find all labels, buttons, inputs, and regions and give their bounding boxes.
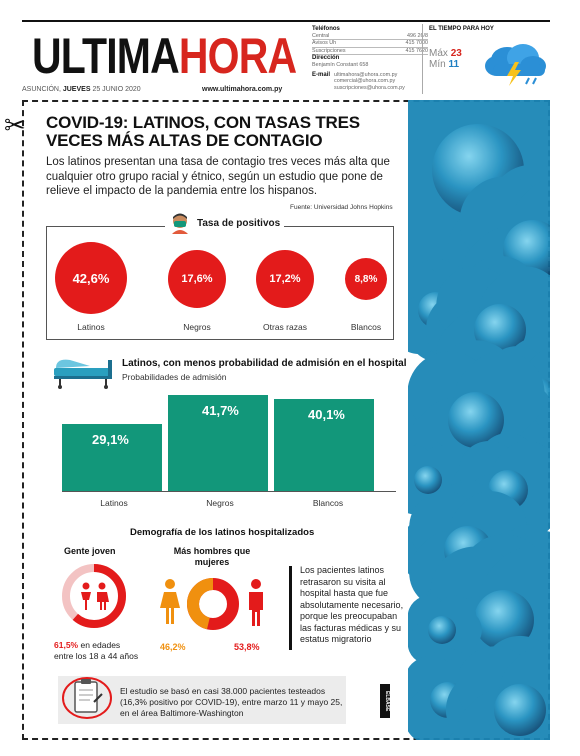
email-block: E-mail ultimahora@uhora.com.py comercial… <box>312 71 405 91</box>
email-link[interactable]: suscripciones@uhora.com.py <box>334 84 405 91</box>
phone-row: Central 496 26/8 <box>312 32 428 41</box>
young-people-ring <box>60 562 128 635</box>
gender-donut <box>158 574 268 645</box>
weather-panel: EL TIEMPO PARA HOY Máx 23 Mín 11 <box>422 24 548 94</box>
young-people-title: Gente joven <box>64 546 116 556</box>
hospital-bar-chart: 29,1% 41,7% 40,1% <box>62 380 396 492</box>
storm-cloud-icon <box>479 40 549 91</box>
min-temp: 11 <box>448 59 460 70</box>
positivity-label: Blancos <box>350 322 382 332</box>
newspaper-logo[interactable]: ULTIMAHORA <box>32 28 297 84</box>
demography-title: Demografía de los latinos hospitalizados <box>130 527 315 538</box>
positivity-circle-latinos: 42,6% <box>55 242 127 314</box>
note-accent-bar <box>289 566 292 650</box>
bar-value: 40,1% <box>308 407 345 422</box>
man-icon <box>249 579 263 626</box>
hospital-bed-icon <box>50 354 118 395</box>
lede-paragraph: Los latinos presentan una tasa de contag… <box>46 156 390 197</box>
weather-title: EL TIEMPO PARA HOY <box>429 26 494 32</box>
men-percent: 53,8% <box>234 642 260 652</box>
gender-title: Más hombres que mujeres <box>173 546 251 567</box>
weather-temps: Máx 23 Mín 11 <box>429 48 462 70</box>
scissors-icon: ✂ <box>4 110 26 140</box>
max-temp: 23 <box>450 48 462 59</box>
positivity-circle-blancos: 8,8% <box>345 258 387 300</box>
hospital-chart-subtitle: Probabilidades de admisión <box>122 372 227 382</box>
bar-blancos: 40,1% <box>274 399 374 491</box>
hospital-chart-title: Latinos, con menos probabilidad de admis… <box>122 358 407 369</box>
phone-row: Avisos Uh 415 7000 <box>312 40 428 48</box>
woman-icon <box>160 579 180 624</box>
email-link[interactable]: ultimahora@uhora.com.py <box>334 71 398 78</box>
young-people-caption: 61,5% en edades entre los 18 a 44 años <box>54 640 139 661</box>
bar-negros: 41,7% <box>168 395 268 491</box>
virus-illustration <box>408 100 550 740</box>
website-link[interactable]: www.ultimahora.com.py <box>202 86 283 93</box>
bar-latinos: 29,1% <box>62 424 162 491</box>
bar-value: 29,1% <box>92 432 129 447</box>
masked-person-icon <box>172 213 188 234</box>
email-link[interactable]: comercial@uhora.com.py <box>334 78 396 85</box>
positivity-label: Latinos <box>77 322 105 332</box>
masthead: ULTIMAHORA ASUNCIÓN, JUEVES 25 JUNIO 202… <box>22 20 550 96</box>
positivity-circle-otras: 17,2% <box>256 250 314 308</box>
study-note-text: El estudio se basó en casi 38.000 pacien… <box>120 686 343 718</box>
address-heading: Dirección <box>312 55 340 62</box>
bar-category-label: Negros <box>206 498 234 508</box>
headline: COVID-19: LATINOS, CON TASAS TRES VECES … <box>46 113 360 150</box>
phones-heading: Teléfonos <box>312 26 340 32</box>
hospital-delay-note: Los pacientes latinos retrasaron su visi… <box>300 565 404 644</box>
positivity-title: Tasa de positivos <box>165 212 285 234</box>
source-credit: Fuente: Universidad Johns Hopkins <box>290 204 393 211</box>
study-note-box <box>58 676 346 724</box>
positivity-label: Negros <box>183 322 211 332</box>
bar-baseline <box>62 491 396 492</box>
phone-row: Suscripciones 415 7620 <box>312 47 428 56</box>
dateline: ASUNCIÓN, JUEVES 25 JUNIO 2020 <box>22 86 141 93</box>
clipboard-icon <box>60 672 114 729</box>
address: Benjamín Constant 658 <box>312 61 369 68</box>
bar-category-label: Blancos <box>312 498 344 508</box>
young-percent: 61,5% <box>54 640 79 650</box>
positivity-circle-negros: 17,6% <box>168 250 226 308</box>
positivity-label: Otras razas <box>263 322 307 332</box>
women-percent: 46,2% <box>160 642 186 652</box>
bar-value: 41,7% <box>202 403 239 418</box>
bar-category-label: Latinos <box>100 498 128 508</box>
contact-info: Teléfonos Central 496 26/8 Avisos Uh 415 7… <box>312 26 428 91</box>
publisher-logo: ELBASE <box>380 684 390 718</box>
